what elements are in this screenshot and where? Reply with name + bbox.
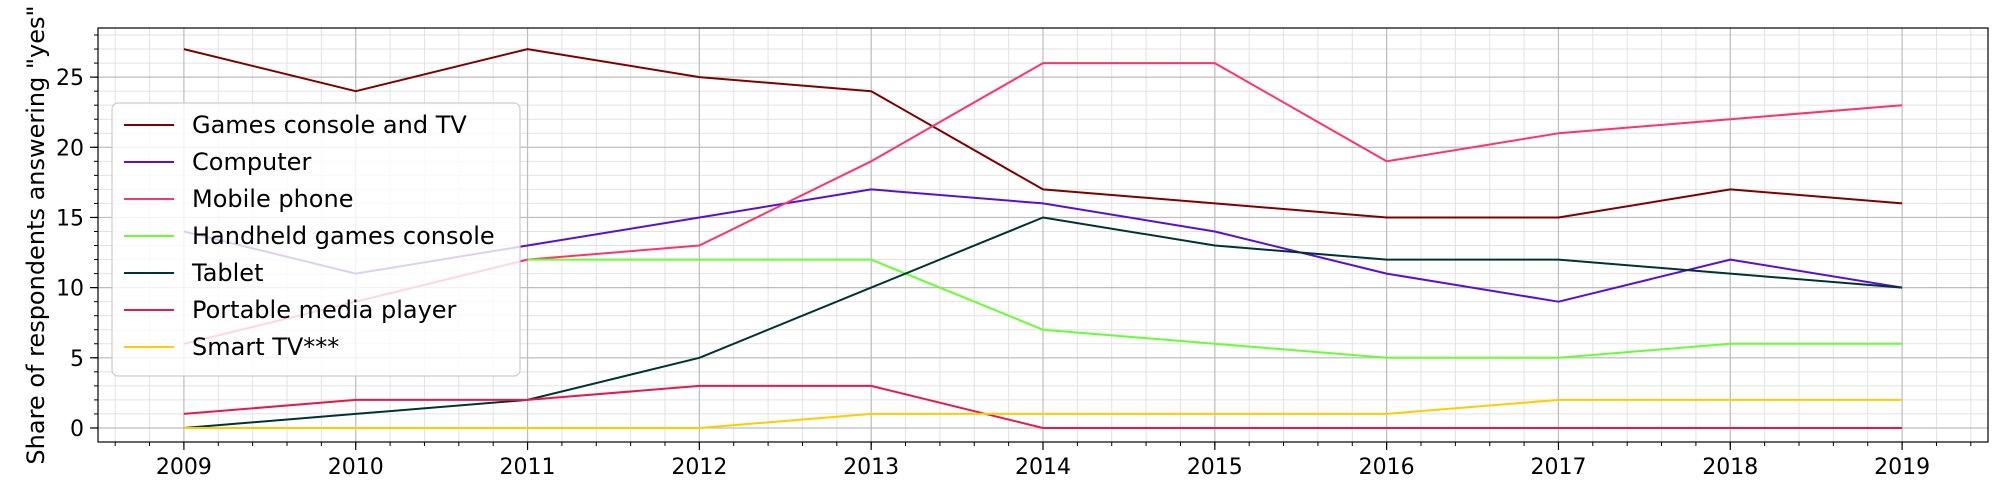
y-tick-label: 20: [56, 136, 84, 161]
legend-label: Smart TV***: [192, 333, 339, 361]
x-tick-label: 2019: [1874, 455, 1930, 480]
x-tick-label: 2015: [1187, 455, 1243, 480]
x-tick-label: 2017: [1530, 455, 1586, 480]
legend-label: Mobile phone: [192, 185, 353, 213]
x-tick-label: 2013: [843, 455, 899, 480]
y-tick-label: 10: [56, 277, 84, 302]
x-tick-label: 2011: [500, 455, 556, 480]
legend-label: Games console and TV: [192, 111, 467, 139]
legend-label: Tablet: [191, 259, 263, 287]
series-line: [527, 258, 1903, 359]
y-tick-label: 0: [70, 417, 84, 442]
y-tick-label: 5: [70, 347, 84, 372]
x-tick-label: 2010: [328, 455, 384, 480]
x-tick-label: 2016: [1359, 455, 1415, 480]
legend-label: Portable media player: [192, 296, 457, 324]
series-line: [183, 216, 1903, 429]
x-tick-label: 2009: [156, 455, 212, 480]
series-line: [183, 384, 1903, 429]
x-tick-label: 2014: [1015, 455, 1071, 480]
series-line: [183, 48, 1903, 219]
y-axis-title: Share of respondents answering "yes": [22, 5, 50, 464]
y-tick-label: 25: [56, 66, 84, 91]
series-line: [183, 398, 1903, 429]
x-tick-label: 2012: [671, 455, 727, 480]
legend-box: [111, 102, 521, 377]
legend-label: Computer: [192, 148, 311, 176]
axis-ticks: 2009 2010 2011 2012 2013 2014 2015 2016 2017 2018…: [56, 34, 1972, 480]
legend: Games console and TV Computer Mobile phone…: [111, 102, 521, 377]
y-tick-label: 15: [56, 206, 84, 231]
legend-label: Handheld games console: [192, 222, 495, 250]
x-tick-label: 2018: [1702, 455, 1758, 480]
